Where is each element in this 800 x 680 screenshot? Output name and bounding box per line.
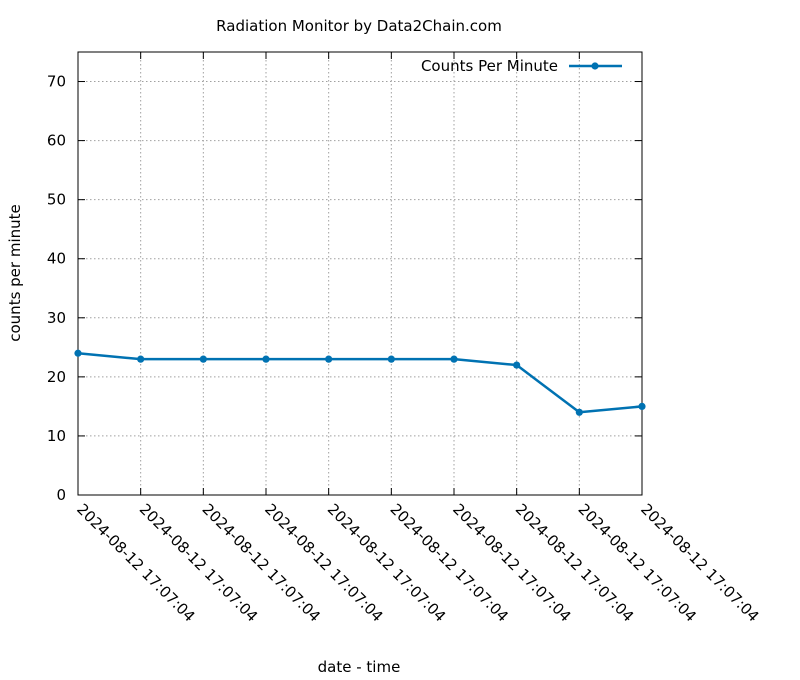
legend: Counts Per Minute	[421, 57, 622, 75]
legend-marker	[591, 62, 599, 70]
series-layer	[74, 349, 646, 416]
y-tick-label: 30	[47, 309, 66, 327]
x-axis-label: date - time	[318, 658, 401, 676]
x-tick-label: 2024-08-12 17:07:04	[575, 500, 700, 625]
legend-label: Counts Per Minute	[421, 57, 558, 75]
grid	[78, 52, 642, 495]
data-point	[513, 361, 521, 369]
plot-border	[77, 51, 643, 496]
data-point	[325, 355, 333, 363]
y-tick-label: 20	[47, 368, 66, 386]
y-axis-label: counts per minute	[6, 204, 24, 342]
x-tick-label: 2024-08-12 17:07:04	[387, 500, 512, 625]
y-tick-label: 40	[47, 250, 66, 268]
data-point	[262, 355, 270, 363]
x-tick-label: 2024-08-12 17:07:04	[324, 500, 449, 625]
y-tick-label: 50	[47, 191, 66, 209]
y-axis: 0 10 20 30 40 50 60 70	[47, 73, 642, 504]
data-point	[387, 355, 395, 363]
x-tick-label: 2024-08-12 17:07:04	[261, 500, 386, 625]
y-tick-label: 60	[47, 132, 66, 150]
x-tick-label: 2024-08-12 17:07:04	[136, 500, 261, 625]
y-tick-label: 10	[47, 427, 66, 445]
data-point	[450, 355, 458, 363]
data-point	[638, 402, 646, 410]
x-tick-label: 2024-08-12 17:07:04	[73, 500, 198, 625]
x-tick-label: 2024-08-12 17:07:04	[637, 500, 762, 625]
chart-title: Radiation Monitor by Data2Chain.com	[216, 17, 502, 35]
data-point	[74, 349, 82, 357]
x-tick-label: 2024-08-12 17:07:04	[199, 500, 324, 625]
x-tick-label: 2024-08-12 17:07:04	[449, 500, 574, 625]
data-point	[137, 355, 145, 363]
data-point	[575, 408, 583, 416]
series-line	[77, 351, 643, 414]
y-tick-label: 70	[47, 73, 66, 91]
y-tick-label: 0	[56, 486, 66, 504]
data-point	[199, 355, 207, 363]
x-tick-label: 2024-08-12 17:07:04	[512, 500, 637, 625]
